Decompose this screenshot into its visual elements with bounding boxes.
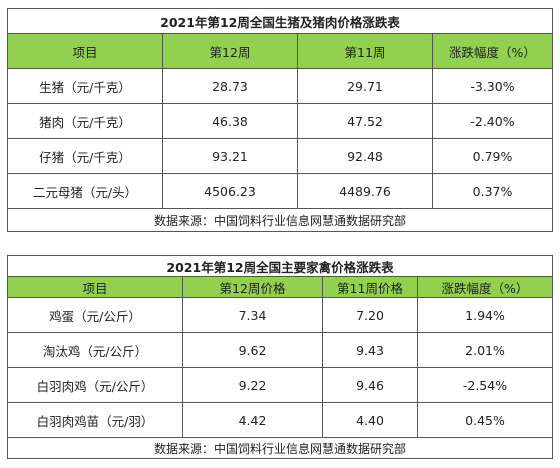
week12-value: 28.73 [162, 68, 298, 104]
week12-value: 9.22 [182, 367, 323, 403]
row-label: 生猪（元/千克） [7, 68, 163, 104]
header-week12: 第12周 [162, 33, 298, 69]
table-row: 白羽肉鸡（元/公斤） 9.22 9.46 -2.54% [7, 367, 553, 403]
week11-value: 4.40 [322, 402, 418, 438]
change-value: 0.45% [417, 402, 553, 438]
header-item: 项目 [7, 276, 183, 298]
table-row: 生猪（元/千克） 28.73 29.71 -3.30% [7, 68, 553, 104]
header-item: 项目 [7, 33, 163, 69]
row-label: 猪肉（元/千克） [7, 103, 163, 139]
row-label: 仔猪（元/千克） [7, 138, 163, 174]
week12-value: 4506.23 [162, 173, 298, 209]
change-value: 0.79% [432, 138, 553, 174]
week11-value: 7.20 [322, 297, 418, 333]
table-title: 2021年第12周全国主要家禽价格涨跌表 [7, 255, 553, 277]
week12-value: 9.62 [182, 332, 323, 368]
table-row: 猪肉（元/千克） 46.38 47.52 -2.40% [7, 103, 553, 139]
table-row: 淘汰鸡（元/公斤） 9.62 9.43 2.01% [7, 332, 553, 368]
change-value: -3.30% [432, 68, 553, 104]
data-source-note: 数据来源：中国饲料行业信息网慧通数据研究部 [7, 208, 553, 232]
week12-value: 93.21 [162, 138, 298, 174]
change-value: 1.94% [417, 297, 553, 333]
header-change: 涨跌幅度（%） [417, 276, 553, 298]
change-value: 2.01% [417, 332, 553, 368]
week12-value: 4.42 [182, 402, 323, 438]
change-value: 0.37% [432, 173, 553, 209]
header-week11: 第11周 [297, 33, 433, 69]
week11-value: 92.48 [297, 138, 433, 174]
poultry-price-table: 2021年第12周全国主要家禽价格涨跌表 项目 第12周价格 第11周价格 涨跌… [7, 255, 553, 459]
change-value: -2.40% [432, 103, 553, 139]
table-row: 鸡蛋（元/公斤） 7.34 7.20 1.94% [7, 297, 553, 333]
change-value: -2.54% [417, 367, 553, 403]
week11-value: 9.46 [322, 367, 418, 403]
header-week11: 第11周价格 [322, 276, 418, 298]
header-change: 涨跌幅度（%） [432, 33, 553, 69]
table-row: 仔猪（元/千克） 93.21 92.48 0.79% [7, 138, 553, 174]
row-label: 二元母猪（元/头） [7, 173, 163, 209]
week11-value: 4489.76 [297, 173, 433, 209]
header-week12: 第12周价格 [182, 276, 323, 298]
table-title: 2021年第12周全国生猪及猪肉价格涨跌表 [7, 8, 553, 34]
week11-value: 9.43 [322, 332, 418, 368]
week12-value: 46.38 [162, 103, 298, 139]
week12-value: 7.34 [182, 297, 323, 333]
row-label: 淘汰鸡（元/公斤） [7, 332, 183, 368]
data-source-note: 数据来源：中国饲料行业信息网慧通数据研究部 [7, 437, 553, 459]
table-row: 白羽肉鸡苗（元/羽） 4.42 4.40 0.45% [7, 402, 553, 438]
week11-value: 47.52 [297, 103, 433, 139]
pork-price-table: 2021年第12周全国生猪及猪肉价格涨跌表 项目 第12周 第11周 涨跌幅度（… [7, 8, 553, 232]
row-label: 鸡蛋（元/公斤） [7, 297, 183, 333]
week11-value: 29.71 [297, 68, 433, 104]
row-label: 白羽肉鸡苗（元/羽） [7, 402, 183, 438]
table-row: 二元母猪（元/头） 4506.23 4489.76 0.37% [7, 173, 553, 209]
row-label: 白羽肉鸡（元/公斤） [7, 367, 183, 403]
